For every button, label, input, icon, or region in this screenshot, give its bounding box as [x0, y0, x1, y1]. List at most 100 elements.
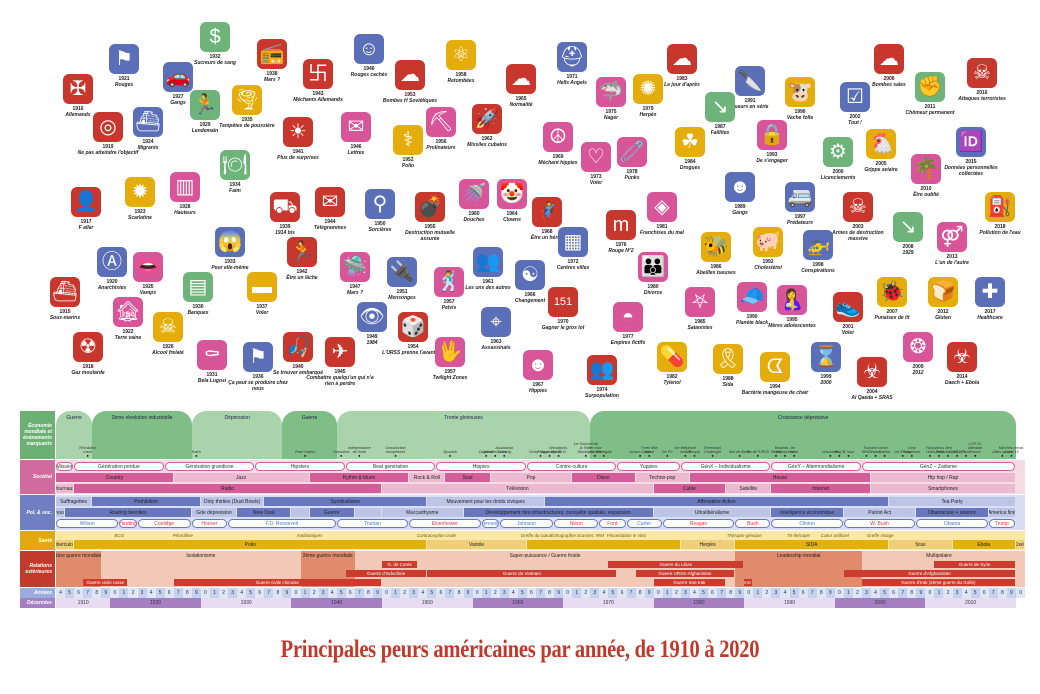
- fear-item: ⛴ 1924 Migrants: [113, 107, 183, 151]
- decade-cell: 1930: [200, 598, 292, 608]
- fear-item: 💊 1982 Tylenol: [637, 342, 707, 386]
- year-cell: 9: [644, 588, 654, 598]
- fear-year: 1928: [179, 204, 191, 210]
- fear-item: ✚ 2017 Healthcare: [955, 277, 1025, 321]
- fear-ne-pas-atteindre-l-objectif-icon: ◎: [93, 112, 123, 142]
- fear-label: L'un de l'autre: [935, 260, 969, 266]
- year-cell: 2: [762, 588, 772, 598]
- fear-tueurs-en-s-rie-icon: 🔪: [735, 66, 765, 96]
- year-cell: 8: [816, 588, 826, 598]
- decades-row: 1910 1920 1930 1940 1950 1960 1970 1980 1990 2000…: [56, 598, 1025, 608]
- fear-label: Méchants Allemands: [293, 97, 343, 103]
- fear-label: Vamps: [139, 290, 157, 296]
- war-bar: Guerre d'Indochine: [345, 570, 427, 577]
- disease-bar: Sras: [889, 540, 952, 549]
- fear-item: ⛏ 1956 Prolinateurs: [406, 107, 476, 151]
- fear-item: ☀ 1941 Plus de surprises: [263, 117, 333, 161]
- fear-year: 1954: [407, 344, 419, 350]
- year-cell: 8: [182, 588, 192, 598]
- fear-year: 1968: [541, 229, 553, 235]
- fear-pollution-de-l-eau-icon: ⛽: [985, 192, 1015, 222]
- row-label-decades: Décennies: [20, 598, 55, 608]
- fear-item: ▥ 1928 Hauteurs: [150, 172, 220, 216]
- fear-vamps-icon: 👄: [133, 252, 163, 282]
- fear-mars--icon: 📻: [257, 39, 287, 69]
- fear-f-aller-icon: 👤: [71, 187, 101, 217]
- fear-item: 🚀 1962 Missiles cubains: [452, 104, 522, 148]
- fear-year: 1953: [404, 92, 416, 98]
- fear-label: Gangs: [170, 100, 186, 106]
- fear-item: ⛧ 1985 Satanistes: [665, 287, 735, 331]
- fear-year: 1942: [296, 269, 308, 275]
- fear-year: 2015: [965, 159, 977, 165]
- president-pill: Ford: [599, 519, 626, 528]
- fear-item: 💣 1955 Destruction mutuelle assurée: [395, 192, 465, 242]
- fear-label: Migrants: [137, 145, 159, 151]
- year-cell: 4: [508, 588, 518, 598]
- event-marker: Révolution russe: [75, 446, 101, 458]
- president-pill: Harding: [119, 519, 137, 528]
- year-cell: 0: [834, 588, 844, 598]
- fear-year: 1915: [59, 309, 71, 315]
- year-cell: 0: [200, 588, 210, 598]
- fear-year: 1979: [642, 106, 654, 112]
- year-cell: 9: [372, 588, 382, 598]
- fear-bela-lugosi-icon: ⚰: [197, 340, 227, 370]
- fear-label: Conspirations: [801, 268, 835, 274]
- fear-label: Faillites: [710, 130, 730, 136]
- fear-year: 1997: [794, 214, 806, 220]
- year-cell: 2: [581, 588, 591, 598]
- fear-licenciements-icon: ⚙: [823, 137, 853, 167]
- president-pill: W. Bush: [843, 519, 916, 528]
- music-bar: Techno-pop: [635, 473, 689, 482]
- war-bar: Guerre du Vietnam: [427, 570, 617, 577]
- fear--tre-un-l-che-icon: 🏃: [287, 237, 317, 267]
- fear-item: 🐔 2005 Grippe aviaire: [846, 129, 916, 173]
- fear-label: Bela Lugosi: [197, 378, 227, 384]
- fear-label: Mars ?: [263, 77, 281, 83]
- media-bar: Cable: [653, 484, 726, 493]
- fear-item: ✠ 1916 Allemands: [43, 74, 113, 118]
- fear-label: Missiles cubains: [467, 142, 507, 148]
- year-cell: 7: [717, 588, 727, 598]
- fear-label: Gluten: [935, 315, 951, 321]
- year-cell: 5: [608, 588, 618, 598]
- fear-year: 1932: [209, 54, 221, 60]
- fear-item: m 1976 Rouge N°2: [586, 210, 656, 254]
- fear-label: Rouge N°2: [608, 248, 634, 254]
- fear-label: L'URSS prenne l'avantage: [382, 350, 444, 356]
- fear-label: 2000: [820, 380, 832, 386]
- fear-punks-icon: 🧷: [617, 137, 647, 167]
- fear-item: ☁ 2006 Bombes sales: [854, 44, 924, 88]
- fear-label: Combattre quelqu'un qui n'a rien à perdr…: [306, 375, 374, 387]
- fear-grippe-aviaire-icon: 🐔: [866, 129, 896, 159]
- fear-label: Drogues: [679, 165, 701, 171]
- fear-label: Se trouver embarqué: [272, 370, 324, 376]
- fear-item: 🔪 1991 Tueurs en série: [715, 66, 785, 110]
- fear-item: 🕺 1957 Pelvis: [414, 267, 484, 311]
- fear-item: ᗧ 1994 Bactérie mangeuse de chair: [740, 352, 810, 396]
- fear-satanistes-icon: ⛧: [685, 287, 715, 317]
- year-cell: 3: [680, 588, 690, 598]
- year-cell: 2: [400, 588, 410, 598]
- fear-item: 👪 1980 Divorce: [618, 252, 688, 296]
- fear-item: 😱 1933 Peur elle-même: [195, 227, 265, 271]
- fear-item: 🏚 1922 Terre vaine: [93, 297, 163, 341]
- fear-tylenol-icon: 💊: [657, 342, 687, 372]
- fear-year: 1935: [241, 117, 253, 123]
- fear-mars--icon: 🛸: [340, 252, 370, 282]
- fear-item: ⌛ 1999 2000: [791, 342, 861, 386]
- medical-advance: Greffe visage: [866, 533, 894, 538]
- policy-bar: Patriot Act: [843, 508, 916, 517]
- fear-item: ↘ 1987 Faillites: [685, 92, 755, 136]
- fear-label: Empires fictifs: [610, 340, 646, 346]
- year-cell: 7: [264, 588, 274, 598]
- fear-year: 1920: [106, 279, 118, 285]
- decade-cell: 1970: [563, 598, 654, 608]
- fear-label: Bactérie mangeuse de chair: [741, 390, 809, 396]
- fear-1984-icon: 👁: [357, 302, 387, 332]
- fear-item: ☠ 1926 Alcool frelaté: [133, 312, 203, 356]
- year-cell: 4: [599, 588, 609, 598]
- fear-m-chants-allemands-icon: 卐: [303, 59, 333, 89]
- fear-year: 1986: [710, 264, 722, 270]
